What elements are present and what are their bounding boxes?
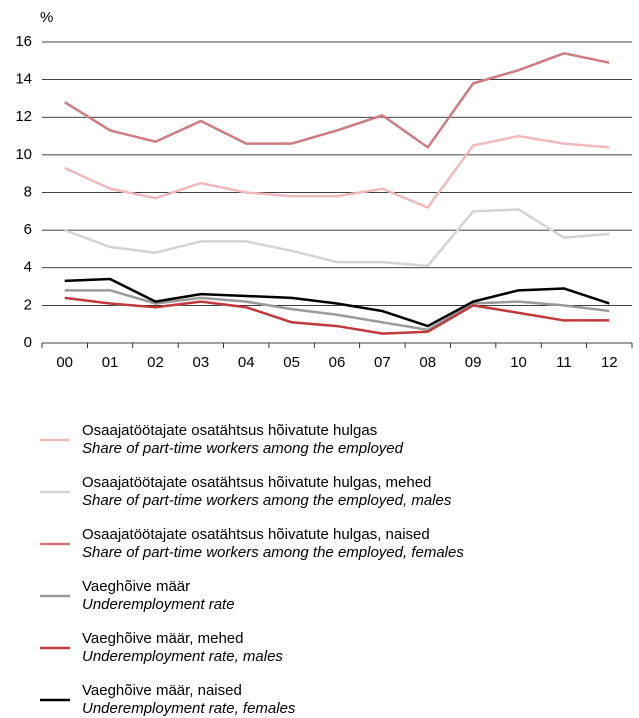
legend-label: Vaeghõive määr, mehed <box>82 630 244 647</box>
legend-label-en: Underemployment rate, females <box>82 700 296 717</box>
x-tick-label: 04 <box>238 354 255 371</box>
y-tick-label: 2 <box>24 296 32 313</box>
x-tick-label: 11 <box>556 354 572 371</box>
x-tick-label: 10 <box>510 354 527 371</box>
y-tick-label: 12 <box>15 108 32 125</box>
series-line <box>64 208 610 268</box>
y-tick-label: 14 <box>15 71 32 88</box>
y-tick-label: 16 <box>15 33 32 50</box>
x-tick-label: 05 <box>283 354 300 371</box>
y-tick-label: 8 <box>24 183 32 200</box>
legend-label: Vaeghõive määr <box>82 578 190 595</box>
y-tick-label: 6 <box>24 221 32 238</box>
legend-label: Osaajatöötajate osatähtsus hõivatute hul… <box>82 474 431 491</box>
x-tick-label: 12 <box>601 354 618 371</box>
series-line <box>64 296 610 335</box>
legend-label: Osaajatöötajate osatähtsus hõivatute hul… <box>82 526 430 543</box>
x-tick-label: 06 <box>329 354 346 371</box>
legend-label-en: Underemployment rate, males <box>82 648 283 665</box>
legend-label-en: Share of part-time workers among the emp… <box>82 440 404 457</box>
x-tick-label: 08 <box>419 354 436 371</box>
x-tick-label: 02 <box>147 354 164 371</box>
series-line <box>64 277 610 328</box>
x-tick-label: 00 <box>56 354 73 371</box>
y-tick-label: 4 <box>24 259 32 276</box>
legend-label-en: Share of part-time workers among the emp… <box>82 492 452 509</box>
series-line <box>64 289 610 332</box>
x-tick-label: 07 <box>374 354 391 371</box>
x-tick-label: 09 <box>465 354 482 371</box>
legend-label: Vaeghõive määr, naised <box>82 682 242 699</box>
y-axis-label: % <box>40 9 53 26</box>
y-tick-label: 0 <box>24 334 32 351</box>
legend-label: Osaajatöötajate osatähtsus hõivatute hul… <box>82 422 377 439</box>
y-tick-label: 10 <box>15 146 32 163</box>
series-line <box>64 52 610 149</box>
series-line <box>64 134 610 209</box>
x-tick-label: 03 <box>193 354 210 371</box>
legend-label-en: Share of part-time workers among the emp… <box>82 544 464 561</box>
x-tick-label: 01 <box>102 354 119 371</box>
legend-label-en: Underemployment rate <box>82 596 235 613</box>
